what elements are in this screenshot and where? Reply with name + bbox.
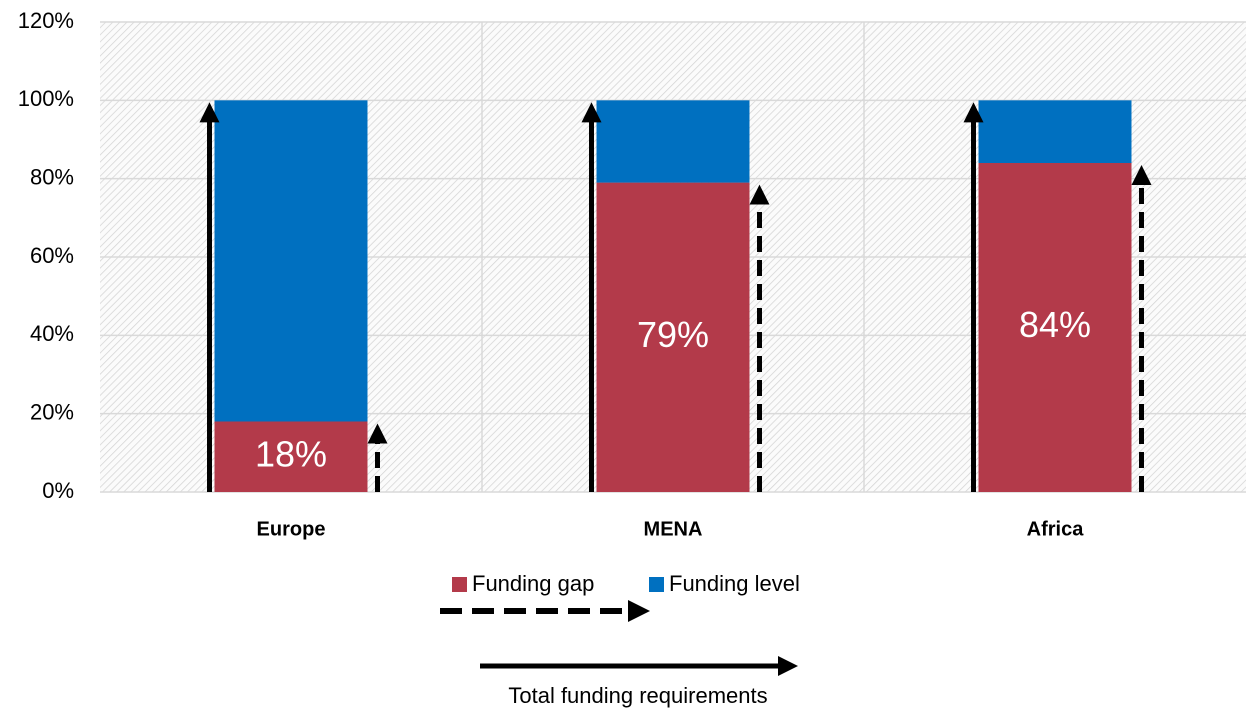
legend-swatch <box>452 577 467 592</box>
y-tick-label: 0% <box>42 478 74 503</box>
y-tick-label: 80% <box>30 164 74 189</box>
y-tick-label: 120% <box>18 8 74 33</box>
bar-segment <box>978 100 1132 163</box>
y-tick-label: 60% <box>30 243 74 268</box>
x-tick-label: Africa <box>1027 518 1085 540</box>
arrow-legend: Total funding requirements <box>440 600 798 708</box>
x-tick-label: MENA <box>644 518 703 540</box>
y-tick-label: 40% <box>30 321 74 346</box>
bar-segment <box>596 182 750 493</box>
arrow-head <box>628 600 650 622</box>
legend-swatch <box>649 577 664 592</box>
annotation: Total funding requirements <box>508 683 767 708</box>
arrow-head <box>778 656 798 676</box>
bar-segment <box>214 100 368 422</box>
data-label: 18% <box>255 433 327 474</box>
bar-segment <box>214 421 368 492</box>
x-tick-label: Europe <box>257 518 326 540</box>
legend-label: Funding gap <box>472 571 594 596</box>
data-label: 84% <box>1019 304 1091 345</box>
y-tick-label: 100% <box>18 86 74 111</box>
bar-segment <box>978 163 1132 492</box>
legend-label: Funding level <box>669 571 800 596</box>
bar-segment <box>596 100 750 183</box>
data-label: 79% <box>637 314 709 355</box>
y-tick-label: 20% <box>30 399 74 424</box>
